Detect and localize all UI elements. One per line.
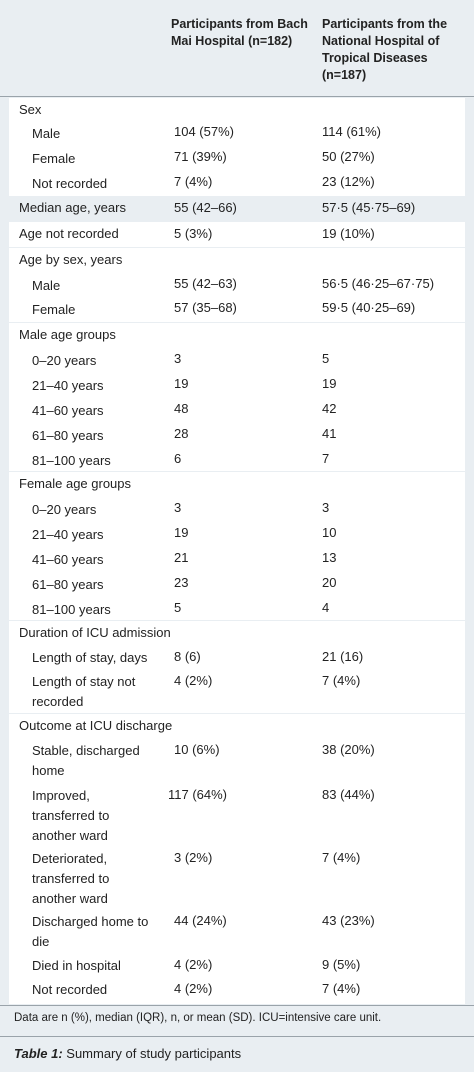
- icu-duration-block: Duration of ICU admission Length of stay…: [9, 621, 465, 713]
- value-bach-mai: 7 (4%): [174, 174, 213, 189]
- value-tropical: 3: [322, 500, 330, 515]
- icu-outcome-block: Outcome at ICU discharge Stable, dischar…: [9, 714, 465, 1004]
- value-bach-mai: 3: [174, 500, 182, 515]
- value-tropical: 5: [322, 351, 330, 366]
- row-label: Deteriorated, transferred to another war…: [32, 851, 110, 906]
- caption-rule: [0, 1036, 474, 1037]
- value-tropical: 56·5 (46·25–67·75): [322, 276, 435, 291]
- row-label: Stable, discharged home: [32, 743, 140, 778]
- row-label: 41–60 years: [32, 552, 104, 567]
- section-label-icu-duration: Duration of ICU admission: [19, 625, 171, 640]
- section-label-sex: Sex: [19, 102, 42, 117]
- value-tropical: 83 (44%): [322, 787, 375, 802]
- value-tropical: 10: [322, 525, 337, 540]
- value-tropical: 19: [322, 376, 337, 391]
- row-label: 81–100 years: [32, 453, 111, 468]
- row-label: Median age, years: [19, 200, 126, 215]
- value-tropical: 7: [322, 451, 330, 466]
- value-bach-mai: 44 (24%): [174, 913, 227, 928]
- value-bach-mai: 23: [174, 575, 189, 590]
- female-age-groups-block: Female age groups 0–20 years 3 3 21–40 y…: [9, 472, 465, 620]
- value-tropical: 50 (27%): [322, 149, 375, 164]
- value-bach-mai: 3 (2%): [174, 850, 213, 865]
- value-tropical: 114 (61%): [322, 124, 382, 139]
- value-bach-mai: 28: [174, 426, 189, 441]
- value-bach-mai: 57 (35–68): [174, 300, 237, 315]
- row-label: Male: [32, 126, 61, 141]
- value-tropical: 7 (4%): [322, 673, 361, 688]
- value-bach-mai: 4 (2%): [174, 957, 213, 972]
- row-label: 81–100 years: [32, 602, 111, 617]
- male-age-groups-block: Male age groups 0–20 years 3 5 21–40 yea…: [9, 323, 465, 471]
- section-label-male-age-groups: Male age groups: [19, 327, 116, 342]
- value-bach-mai: 3: [174, 351, 182, 366]
- age-not-recorded-block: Age not recorded 5 (3%) 19 (10%): [9, 222, 465, 247]
- value-bach-mai: 10 (6%): [174, 742, 220, 757]
- value-bach-mai: 71 (39%): [174, 149, 227, 164]
- section-label-female-age-groups: Female age groups: [19, 476, 132, 491]
- row-label: Female: [32, 302, 76, 317]
- value-bach-mai: 55 (42–66): [174, 200, 237, 215]
- value-tropical: 19 (10%): [322, 226, 375, 241]
- value-tropical: 21 (16): [322, 649, 364, 664]
- table-header: Participants from Bach Mai Hospital (n=1…: [0, 0, 474, 100]
- row-label: Length of stay, days: [32, 650, 148, 665]
- header-rule: [0, 96, 474, 97]
- value-tropical: 20: [322, 575, 337, 590]
- table-caption: Table 1: Summary of study participants: [14, 1046, 241, 1061]
- value-tropical: 38 (20%): [322, 742, 375, 757]
- value-tropical: 7 (4%): [322, 981, 361, 996]
- value-bach-mai: 55 (42–63): [174, 276, 237, 291]
- row-label: 41–60 years: [32, 403, 104, 418]
- caption-text: Summary of study participants: [62, 1046, 242, 1061]
- value-tropical: 57·5 (45·75–69): [322, 200, 416, 215]
- row-label: Length of stay not recorded: [32, 674, 136, 709]
- value-tropical: 4: [322, 600, 330, 615]
- value-tropical: 23 (12%): [322, 174, 375, 189]
- sex-block: Sex Male 104 (57%) 114 (61%) Female 71 (…: [9, 98, 465, 196]
- value-bach-mai: 48: [174, 401, 189, 416]
- row-label: Female: [32, 151, 76, 166]
- row-label: Not recorded: [32, 176, 108, 191]
- value-tropical: 13: [322, 550, 337, 565]
- section-label-age-by-sex: Age by sex, years: [19, 252, 123, 267]
- value-tropical: 43 (23%): [322, 913, 375, 928]
- row-label: 21–40 years: [32, 527, 104, 542]
- section-label-icu-outcome: Outcome at ICU discharge: [19, 718, 173, 733]
- value-tropical: 41: [322, 426, 337, 441]
- value-bach-mai: 4 (2%): [174, 673, 213, 688]
- value-bach-mai: 8 (6): [174, 649, 201, 664]
- row-label: 61–80 years: [32, 577, 104, 592]
- value-tropical: 7 (4%): [322, 850, 361, 865]
- header-bach-mai: Participants from Bach Mai Hospital (n=1…: [171, 17, 308, 48]
- row-label: Age not recorded: [19, 226, 119, 241]
- value-bach-mai: 21: [174, 550, 189, 565]
- row-label: 0–20 years: [32, 502, 97, 517]
- value-tropical: 9 (5%): [322, 957, 361, 972]
- value-bach-mai: 104 (57%): [174, 124, 234, 139]
- value-bach-mai: 19: [174, 525, 189, 540]
- row-label: Male: [32, 278, 61, 293]
- value-bach-mai: 5: [174, 600, 182, 615]
- value-bach-mai: 6: [174, 451, 182, 466]
- value-bach-mai: 19: [174, 376, 189, 391]
- row-label: Died in hospital: [32, 958, 121, 973]
- value-tropical: 42: [322, 401, 337, 416]
- row-label: Discharged home to die: [32, 914, 149, 949]
- table-bottom-rule: [0, 1005, 474, 1006]
- value-tropical: 59·5 (40·25–69): [322, 300, 416, 315]
- value-bach-mai: 4 (2%): [174, 981, 213, 996]
- table-footnote: Data are n (%), median (IQR), n, or mean…: [14, 1012, 382, 1024]
- value-bach-mai: 117 (64%): [168, 787, 228, 802]
- header-tropical-diseases: Participants from the National Hospital …: [322, 17, 448, 82]
- row-label: 0–20 years: [32, 353, 97, 368]
- value-bach-mai: 5 (3%): [174, 226, 213, 241]
- row-label: 21–40 years: [32, 378, 104, 393]
- row-label: 61–80 years: [32, 428, 104, 443]
- row-label: Not recorded: [32, 982, 108, 997]
- age-by-sex-block: Age by sex, years Male 55 (42–63) 56·5 (…: [9, 248, 465, 322]
- row-label: Improved, transferred to another ward: [32, 788, 110, 843]
- caption-prefix: Table 1:: [14, 1046, 63, 1061]
